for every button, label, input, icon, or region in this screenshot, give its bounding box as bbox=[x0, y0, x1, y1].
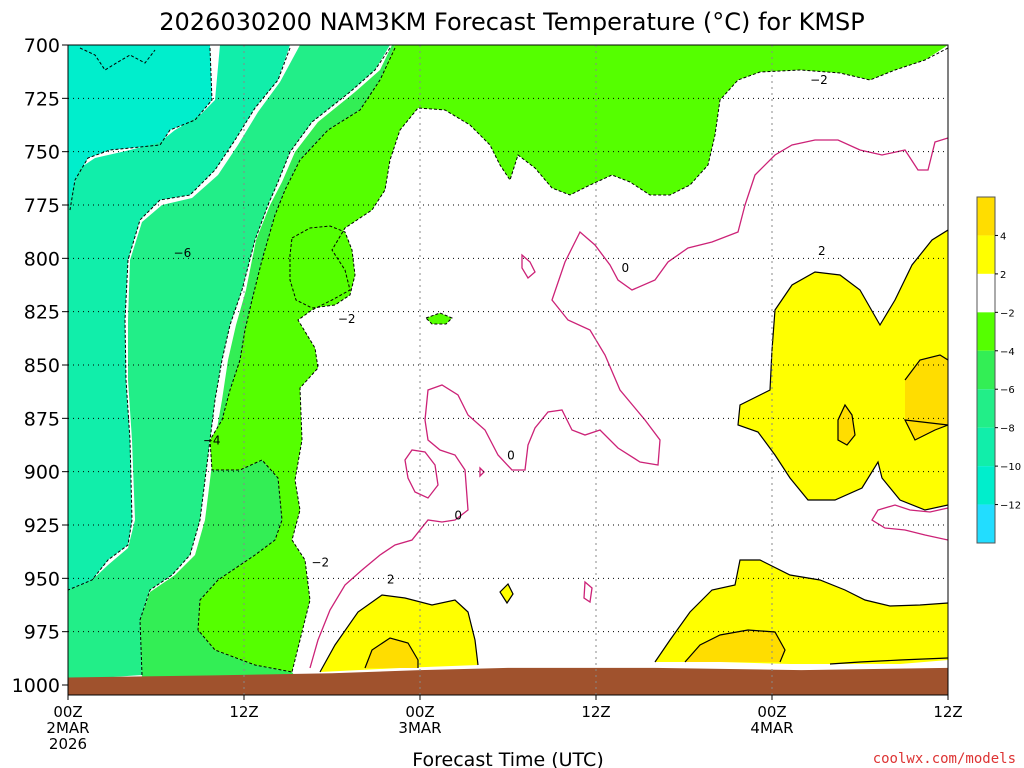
y-tick-label: 700 bbox=[24, 35, 60, 57]
x-tick-label: 00Z 3MAR bbox=[398, 703, 441, 737]
colorbar: 4 2 −2 −4 −6 −8 −10 −12 bbox=[976, 196, 1021, 544]
x-tick-label-line: 3MAR bbox=[398, 719, 441, 737]
y-tick-label: 800 bbox=[24, 248, 60, 270]
colorbar-swatch bbox=[977, 389, 995, 428]
fill-minus4-patch-upper bbox=[290, 226, 355, 308]
fill-2-to-4-lower-left bbox=[320, 595, 478, 672]
x-tick-label-line: 12Z bbox=[581, 703, 610, 721]
x-tick-label-line: 4MAR bbox=[750, 719, 793, 737]
contour-labels: −6 −4 −2 −2 −2 0 0 0 2 2 bbox=[174, 73, 828, 586]
y-tick-label: 950 bbox=[24, 568, 60, 590]
colorbar-swatch bbox=[977, 197, 995, 236]
colorbar-swatch bbox=[977, 466, 995, 505]
x-tick-label-line: 2MAR bbox=[46, 719, 89, 737]
fill-minus10-to-minus8 bbox=[68, 45, 290, 590]
contour-label: 2 bbox=[818, 244, 826, 258]
y-tick-label: 750 bbox=[24, 142, 60, 164]
colorbar-swatch bbox=[977, 504, 995, 543]
plot-frame bbox=[67, 44, 949, 696]
fill-minus6-to-minus4 bbox=[68, 45, 395, 680]
fill-4-to-6-right bbox=[905, 355, 948, 440]
fill-minus12-to-minus10 bbox=[68, 45, 212, 210]
x-tick-label-line: 00Z bbox=[757, 703, 786, 721]
colorbar-label: −8 bbox=[1000, 424, 1015, 435]
x-tick-label: 12Z bbox=[229, 703, 258, 721]
colorbar-label: −10 bbox=[1000, 462, 1021, 473]
colorbar-label: −4 bbox=[1000, 347, 1015, 358]
contour-label: −2 bbox=[338, 312, 356, 326]
x-tick-label: 00Z 4MAR bbox=[750, 703, 793, 737]
colorbar-label: −6 bbox=[1000, 385, 1015, 396]
x-tick-label: 00Z 2MAR 2026 bbox=[46, 703, 89, 753]
colorbar-swatch bbox=[977, 312, 995, 351]
x-axis-label: Forecast Time (UTC) bbox=[412, 749, 603, 768]
y-tick-label: 725 bbox=[24, 88, 60, 110]
contour-label: 0 bbox=[622, 261, 630, 275]
x-tick-label-line: 12Z bbox=[229, 703, 258, 721]
y-tick-label: 775 bbox=[24, 195, 60, 217]
contour-label: −2 bbox=[810, 73, 828, 87]
colorbar-swatch bbox=[977, 350, 995, 390]
x-tick-label-line: 00Z bbox=[405, 703, 434, 721]
positive-isotherms bbox=[319, 229, 948, 673]
fill-minus8-to-minus6 bbox=[68, 45, 390, 680]
plot-area: −6 −4 −2 −2 −2 0 0 0 2 2 bbox=[68, 45, 948, 695]
contour-label: −6 bbox=[174, 246, 192, 260]
x-tick-label-line: 12Z bbox=[933, 703, 962, 721]
y-tick-label: 875 bbox=[24, 408, 60, 430]
zero-isotherm bbox=[309, 137, 948, 669]
colorbar-frame bbox=[976, 196, 996, 544]
credit-text: coolwx.com/models bbox=[873, 751, 1016, 767]
y-tick-label: 900 bbox=[24, 462, 60, 484]
contour-label: 0 bbox=[507, 449, 515, 463]
contour-label: 0 bbox=[454, 508, 462, 522]
contour-label: −2 bbox=[311, 555, 329, 569]
colorbar-swatch bbox=[977, 273, 995, 313]
ground-below-surface bbox=[68, 667, 948, 695]
x-tick-label: 12Z bbox=[933, 703, 962, 721]
chart-title: 2026030200 NAM3KM Forecast Temperature (… bbox=[159, 8, 864, 36]
grid-lines bbox=[68, 45, 948, 695]
x-tick-label-line: 2026 bbox=[49, 735, 87, 753]
colorbar-swatch bbox=[977, 235, 995, 274]
fill-4-to-6-small bbox=[838, 405, 855, 445]
y-axis: 700 725 750 775 800 825 850 875 900 925 950 975 1000 bbox=[12, 35, 68, 697]
y-tick-label: 850 bbox=[24, 355, 60, 377]
negative-isotherms bbox=[68, 47, 948, 676]
x-tick-label: 12Z bbox=[581, 703, 610, 721]
contour-label: −4 bbox=[203, 434, 221, 448]
contour-label: 2 bbox=[387, 572, 395, 586]
colorbar-label: 4 bbox=[1000, 231, 1006, 242]
y-tick-label: 975 bbox=[24, 622, 60, 644]
fill-minus4-to-minus2 bbox=[198, 45, 948, 672]
y-tick-label: 825 bbox=[24, 302, 60, 324]
y-tick-label: 1000 bbox=[12, 675, 60, 697]
colorbar-label: −12 bbox=[1000, 501, 1021, 512]
fill-4-to-6-lower-left bbox=[365, 638, 418, 668]
x-tick-label-line: 00Z bbox=[53, 703, 82, 721]
colorbar-label: 2 bbox=[1000, 270, 1006, 281]
colorbar-swatch bbox=[977, 427, 995, 467]
fill-4-to-6-lower-right bbox=[685, 630, 785, 662]
y-tick-label: 925 bbox=[24, 515, 60, 537]
colorbar-label: −2 bbox=[1000, 308, 1015, 319]
